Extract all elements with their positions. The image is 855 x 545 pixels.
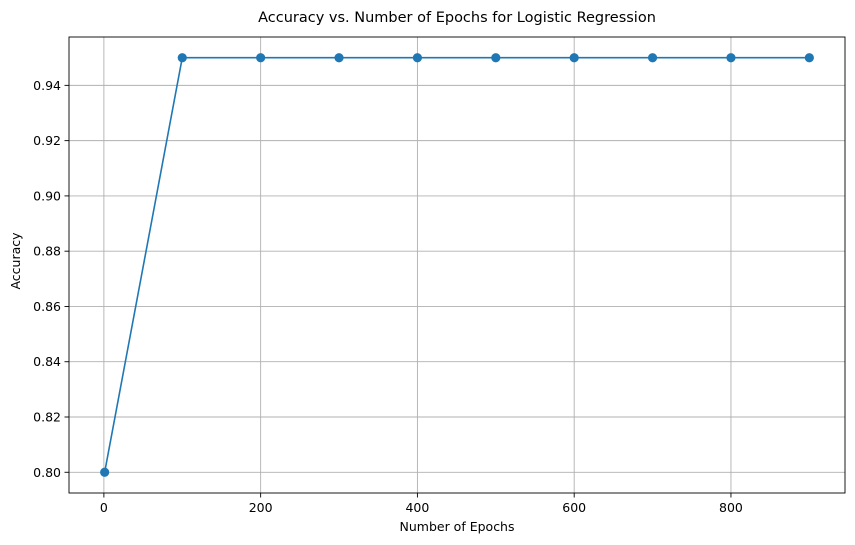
y-tick-label: 0.80 <box>33 465 61 480</box>
data-point-8 <box>726 53 736 63</box>
tick-layer: 0 200 400 600 800 0.80 0.82 0.84 0.86 0.88 0.90 0.9… <box>33 78 743 515</box>
x-tick-label: 200 <box>249 500 273 515</box>
series-layer <box>100 53 814 477</box>
x-tick-label: 400 <box>405 500 429 515</box>
x-tick-label: 0 <box>100 500 108 515</box>
x-axis-label: Number of Epochs <box>400 519 515 534</box>
grid-layer <box>69 37 845 493</box>
y-tick-label: 0.86 <box>33 299 61 314</box>
chart-title: Accuracy vs. Number of Epochs for Logist… <box>258 10 656 26</box>
x-tick-label: 800 <box>719 500 743 515</box>
y-tick-label: 0.88 <box>33 244 61 259</box>
data-point-3 <box>334 53 344 63</box>
data-point-1 <box>177 53 187 63</box>
data-point-7 <box>647 53 658 63</box>
plot-frame <box>68 36 846 494</box>
series-line-0 <box>103 56 810 473</box>
y-tick-label: 0.92 <box>33 133 61 148</box>
data-point-2 <box>256 53 266 63</box>
y-tick-label: 0.90 <box>33 188 61 203</box>
y-tick-label: 0.94 <box>33 78 61 93</box>
y-axis-label: Accuracy <box>8 232 23 290</box>
axes-layer <box>68 36 846 494</box>
data-point-0 <box>100 467 110 477</box>
y-tick-label: 0.82 <box>33 410 61 425</box>
data-point-4 <box>412 53 423 63</box>
data-point-6 <box>569 53 579 63</box>
data-point-9 <box>804 53 814 63</box>
y-tick-label: 0.84 <box>33 354 61 369</box>
data-point-5 <box>491 53 501 63</box>
x-tick-label: 600 <box>562 500 586 515</box>
